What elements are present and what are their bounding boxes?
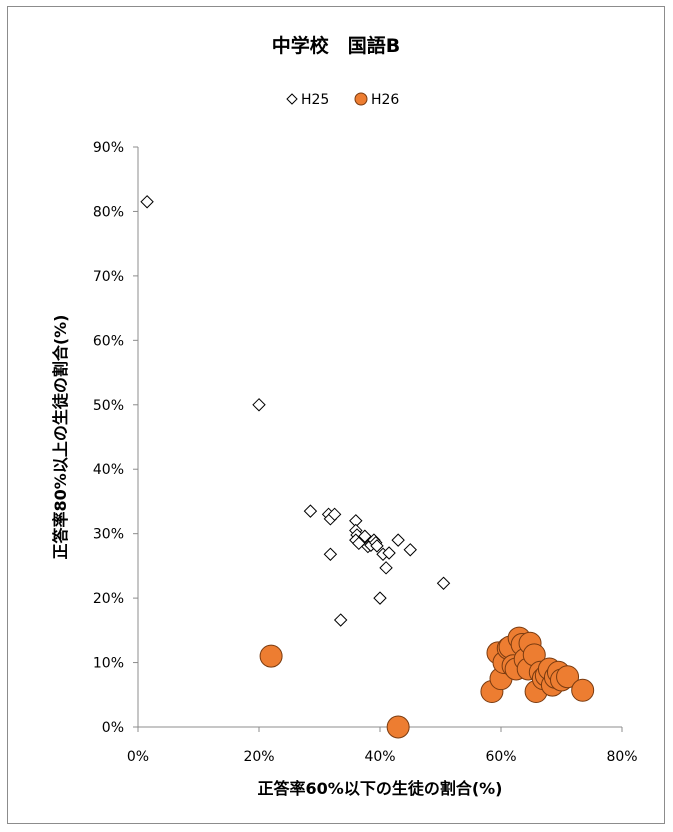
h26-point	[571, 678, 595, 702]
h25-point	[436, 576, 451, 590]
y-tick-label: 40%	[93, 462, 124, 478]
y-tick-label: 10%	[93, 656, 124, 672]
x-axis-label: 正答率60%以下の生徒の割合(%)	[258, 779, 503, 798]
h25-point	[358, 529, 372, 543]
y-tick-label: 60%	[93, 333, 124, 349]
h25-point	[140, 195, 154, 209]
y-tick-label: 50%	[93, 398, 124, 414]
h25-point	[373, 591, 387, 605]
x-tick-label: 20%	[243, 749, 274, 765]
h25-point	[382, 546, 396, 560]
y-tick-label: 90%	[93, 140, 124, 156]
legend-label-h26: H26	[371, 92, 399, 108]
legend-marker-h26	[354, 92, 368, 106]
chart-title: 中学校 国語B	[272, 34, 400, 57]
series-h25	[140, 195, 451, 627]
y-tick-label: 20%	[93, 591, 124, 607]
y-tick-label: 70%	[93, 269, 124, 285]
h25-point	[370, 539, 384, 553]
x-tick-label: 80%	[606, 749, 637, 765]
h25-point	[391, 533, 405, 547]
h26-point	[556, 665, 580, 689]
legend-item-h25: H25	[286, 92, 329, 108]
x-tick-label: 60%	[485, 749, 516, 765]
h25-point	[252, 398, 266, 412]
h25-point	[403, 543, 417, 557]
legend-label-h25: H25	[301, 92, 329, 108]
y-axis-ticks: 0% 10% 20% 30% 40% 50% 60% 70% 80% 90%	[93, 140, 138, 736]
legend-item-h26: H26	[354, 92, 399, 108]
h26-point	[386, 715, 410, 739]
y-tick-label: 80%	[93, 204, 124, 220]
h25-point	[323, 547, 338, 561]
h25-point	[333, 613, 348, 627]
x-tick-label: 40%	[364, 749, 395, 765]
legend: H25 H26	[286, 92, 399, 108]
axes	[137, 147, 622, 728]
h25-point	[303, 504, 318, 518]
y-tick-label: 0%	[102, 720, 124, 736]
x-tick-label: 0%	[127, 749, 149, 765]
legend-marker-h25	[286, 93, 298, 105]
h25-point	[379, 561, 393, 575]
series-h26	[259, 626, 595, 739]
h25-point	[327, 507, 342, 522]
y-tick-label: 30%	[93, 527, 124, 543]
y-axis-label: 正答率80%以上の生徒の割合(%)	[51, 315, 70, 560]
x-axis-ticks: 0% 20% 40% 60% 80%	[127, 727, 638, 765]
h26-point	[259, 644, 283, 668]
